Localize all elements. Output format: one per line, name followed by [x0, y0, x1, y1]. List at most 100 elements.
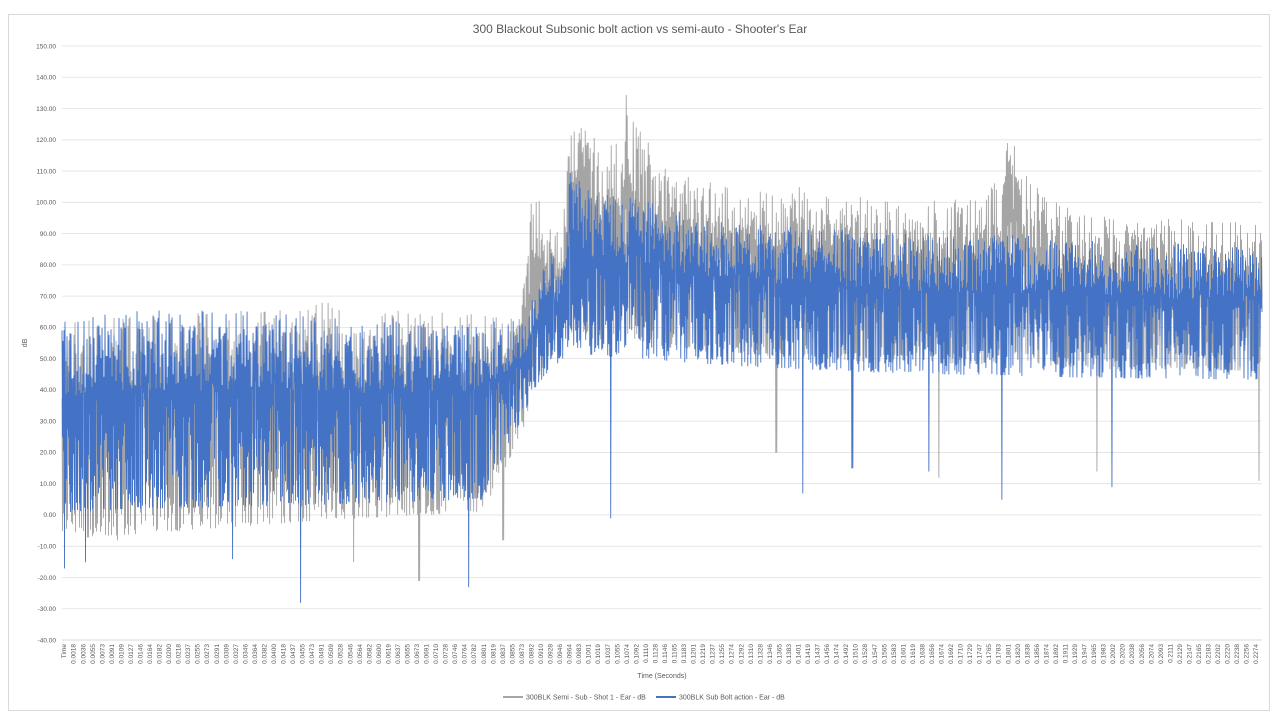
x-tick-label: 0.1055: [614, 644, 621, 664]
x-tick-label: 0.2238: [1234, 644, 1241, 664]
x-tick-label: 0.1019: [595, 644, 602, 664]
x-tick-label: 0.0619: [385, 644, 392, 664]
x-tick-label: 0.1710: [958, 644, 965, 664]
x-tick-label: 0.1820: [1015, 644, 1022, 664]
x-tick-label: 0.0127: [128, 644, 135, 664]
x-tick-label: 0.1437: [815, 644, 822, 664]
x-tick-label: 0.0364: [252, 644, 259, 664]
x-tick-label: 0.2202: [1215, 644, 1222, 664]
x-tick-label: 0.1201: [691, 644, 698, 664]
x-tick-label: 0.2183: [1206, 644, 1213, 664]
x-tick-label: 0.1565: [881, 644, 888, 664]
y-tick-label: 30.00: [40, 418, 57, 425]
y-tick-label: -40.00: [38, 637, 57, 644]
y-axis-ticks: -40.00 -30.00 -20.00 -10.00 0.00 10.00 20.00 30…: [36, 43, 56, 644]
y-tick-label: 110.00: [37, 168, 57, 175]
x-tick-label: 0.1274: [729, 644, 736, 664]
x-tick-label: 0.2165: [1196, 644, 1203, 664]
x-tick-label: 0.0164: [147, 644, 154, 664]
x-tick-label: 0.1729: [967, 644, 974, 664]
x-tick-label: 0.1874: [1043, 644, 1050, 664]
x-tick-label: 0.0655: [404, 644, 411, 664]
x-tick-label: 0.0200: [166, 644, 173, 664]
x-tick-label: 0.0983: [576, 644, 583, 664]
series-layer: [61, 94, 1263, 603]
x-tick-label: 0.0491: [319, 644, 326, 664]
y-tick-label: 120.00: [36, 137, 56, 144]
x-tick-label: 0.0819: [490, 644, 497, 664]
y-tick-label: 50.00: [40, 356, 57, 363]
y-tick-label: -20.00: [38, 575, 57, 582]
x-tick-label: 0.1310: [748, 644, 755, 664]
x-tick-label: 0.2220: [1225, 644, 1232, 664]
x-tick-label: 0.1110: [643, 644, 650, 663]
x-tick-label: 0.0801: [481, 644, 488, 664]
x-tick-label: 0.1074: [624, 644, 631, 664]
x-tick-label: 0.0728: [443, 644, 450, 664]
x-tick-label: 0.2020: [1120, 644, 1127, 664]
y-tick-label: -10.00: [38, 544, 57, 551]
x-tick-label: 0.0582: [366, 644, 373, 664]
x-tick-label: 0.0892: [528, 644, 535, 664]
y-tick-label: 130.00: [36, 106, 56, 113]
y-tick-label: 140.00: [36, 75, 56, 82]
x-tick-label: 0.1128: [652, 644, 659, 664]
x-tick-label: 0.1183: [681, 644, 688, 664]
x-tick-label: 0.1838: [1024, 644, 1031, 664]
x-tick-label: 0.0055: [90, 644, 97, 664]
x-tick-label: 0.0837: [500, 644, 507, 664]
x-tick-label: 0.2129: [1177, 644, 1184, 664]
x-tick-label: 0.0091: [109, 644, 116, 664]
x-tick-label: 0.0564: [357, 644, 364, 664]
x-axis-ticks: Time 0.0018 0.0036 0.0055 0.0073 0.0091 0.0109…: [61, 644, 1260, 664]
x-tick-label: 0.0455: [300, 644, 307, 664]
y-tick-label: 80.00: [40, 262, 57, 269]
y-tick-label: 20.00: [40, 450, 57, 457]
x-tick-label: 0.0637: [395, 644, 402, 664]
x-tick-label: 0.1929: [1072, 644, 1079, 664]
x-tick-label: 0.1911: [1062, 644, 1069, 664]
x-tick-label: 0.1292: [738, 644, 745, 664]
x-tick-label: 0.1674: [939, 644, 946, 664]
x-tick-label: 0.1783: [996, 644, 1003, 664]
x-tick-label: 0.0691: [424, 644, 431, 664]
y-tick-label: 100.00: [36, 200, 56, 207]
x-tick-label: 0.1237: [710, 644, 717, 664]
x-tick-label: 0.1801: [1005, 644, 1012, 664]
x-tick-label: 0.1346: [767, 644, 774, 664]
x-tick-label: 0.1947: [1082, 644, 1089, 664]
x-tick-label: 0.2256: [1244, 644, 1251, 664]
x-tick-label: 0.2274: [1253, 644, 1260, 664]
x-tick-label: 0.2038: [1129, 644, 1136, 664]
x-tick-label: 0.1401: [795, 644, 802, 664]
x-tick-label: 0.0710: [433, 644, 440, 664]
x-tick-label: 0.1547: [872, 644, 879, 664]
x-tick-label: 0.1474: [834, 644, 841, 664]
x-tick-label: 0.1456: [824, 644, 831, 664]
x-tick-label: 0.1583: [891, 644, 898, 664]
x-tick-label: 0.0255: [195, 644, 202, 664]
y-axis-label: dB: [22, 338, 29, 347]
x-tick-label: Time: [61, 644, 68, 659]
x-tick-label: 0.0782: [471, 644, 478, 664]
x-tick-label: 0.0146: [137, 644, 144, 664]
x-tick-label: 0.0237: [185, 644, 192, 664]
x-tick-label: 0.2111: [1167, 644, 1174, 663]
x-tick-label: 0.0309: [223, 644, 230, 664]
x-tick-label: 0.0546: [347, 644, 354, 664]
x-tick-label: 0.0018: [71, 644, 78, 664]
x-tick-label: 0.0418: [281, 644, 288, 664]
x-tick-label: 0.0528: [338, 644, 345, 664]
y-tick-label: 10.00: [40, 481, 57, 488]
x-tick-label: 0.0437: [290, 644, 297, 664]
x-tick-label: 0.0673: [414, 644, 421, 664]
x-tick-label: 0.0855: [509, 644, 516, 664]
x-tick-label: 0.0764: [462, 644, 469, 664]
x-tick-label: 0.1892: [1053, 644, 1060, 664]
x-tick-label: 0.1383: [786, 644, 793, 664]
x-tick-label: 0.1692: [948, 644, 955, 664]
x-tick-label: 0.0946: [557, 644, 564, 664]
x-tick-label: 0.0928: [548, 644, 555, 664]
x-tick-label: 0.1146: [662, 644, 669, 664]
x-tick-label: 0.1492: [843, 644, 850, 664]
